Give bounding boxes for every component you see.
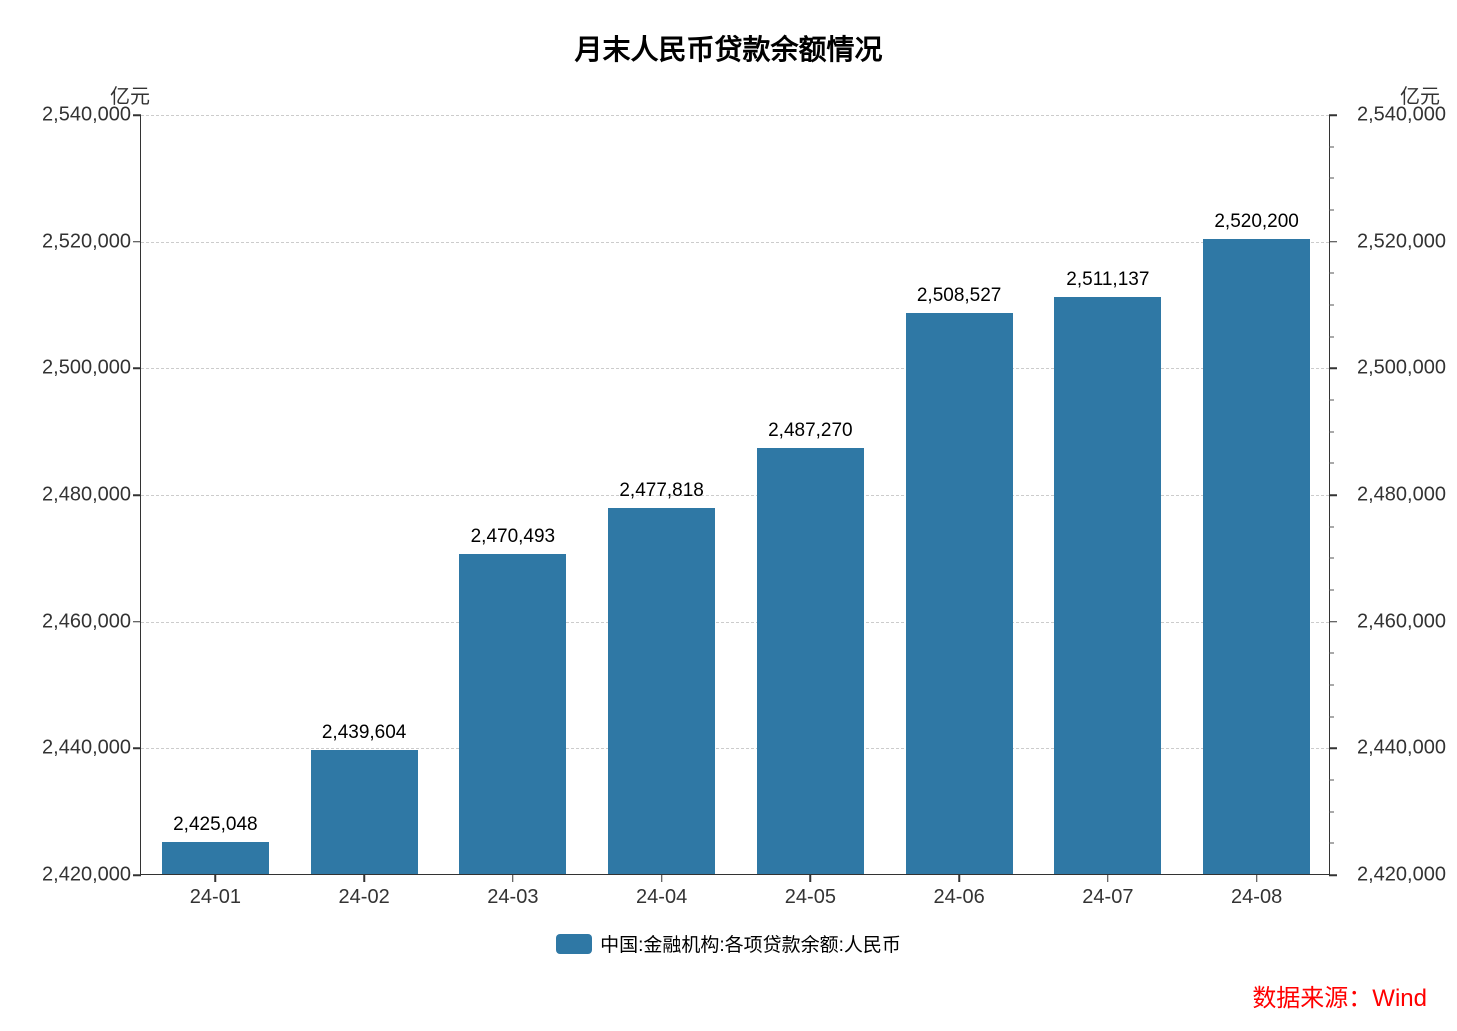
bar-value-label: 2,470,493 [471, 526, 556, 548]
bar: 2,425,048 [162, 842, 269, 874]
bar: 2,439,604 [311, 750, 418, 874]
y-tick-label-left: 2,500,000 [42, 357, 131, 380]
x-tick-label: 24-08 [1231, 886, 1282, 909]
y-minor-tick [1329, 716, 1334, 717]
data-source-label: 数据来源：Wind [1252, 978, 1427, 1013]
y-tick-mark [133, 494, 141, 496]
y-tick-label-left: 2,460,000 [42, 610, 131, 633]
grid-line [141, 115, 1329, 116]
bar: 2,508,527 [906, 313, 1013, 874]
y-tick-label-left: 2,480,000 [42, 484, 131, 507]
y-minor-tick [1329, 210, 1334, 211]
bar-value-label: 2,511,137 [1066, 269, 1149, 291]
y-minor-tick [1329, 811, 1334, 812]
bar: 2,487,270 [757, 448, 864, 874]
y-minor-tick [1329, 653, 1334, 654]
y-tick-label-right: 2,480,000 [1357, 484, 1446, 507]
y-minor-tick [1329, 305, 1334, 306]
y-tick-mark [1329, 874, 1337, 876]
y-tick-mark [1329, 621, 1337, 623]
y-tick-mark [1329, 494, 1337, 496]
bar: 2,477,818 [608, 508, 715, 874]
chart-container: 月末人民币贷款余额情况 亿元 亿元 2,420,0002,420,0002,44… [0, 0, 1457, 1031]
bar-value-label: 2,487,270 [768, 420, 853, 442]
x-tick-label: 24-01 [190, 886, 241, 909]
x-tick-label: 24-03 [487, 886, 538, 909]
bar-value-label: 2,520,200 [1214, 211, 1299, 233]
y-tick-label-left: 2,440,000 [42, 737, 131, 760]
legend: 中国:金融机构:各项贷款余额:人民币 [0, 930, 1457, 960]
bar: 2,520,200 [1203, 239, 1310, 874]
x-tick-mark [810, 874, 812, 882]
y-tick-label-left: 2,540,000 [42, 104, 131, 127]
x-tick-label: 24-05 [785, 886, 836, 909]
y-tick-mark [133, 748, 141, 750]
x-tick-mark [512, 874, 514, 882]
y-tick-mark [133, 241, 141, 243]
y-tick-label-right: 2,540,000 [1357, 104, 1446, 127]
x-tick-mark [363, 874, 365, 882]
plot-area: 2,420,0002,420,0002,440,0002,440,0002,46… [140, 115, 1330, 875]
y-tick-label-right: 2,500,000 [1357, 357, 1446, 380]
y-tick-label-left: 2,520,000 [42, 230, 131, 253]
x-tick-mark [1256, 874, 1258, 882]
legend-swatch [556, 934, 592, 954]
y-minor-tick [1329, 780, 1334, 781]
x-tick-mark [215, 874, 217, 882]
x-tick-mark [1107, 874, 1109, 882]
bar: 2,511,137 [1054, 297, 1161, 874]
y-tick-mark [1329, 114, 1337, 116]
legend-item: 中国:金融机构:各项贷款余额:人民币 [556, 930, 901, 957]
bar-value-label: 2,425,048 [173, 814, 258, 836]
y-minor-tick [1329, 273, 1334, 274]
y-minor-tick [1329, 431, 1334, 432]
y-tick-mark [133, 368, 141, 370]
y-tick-label-right: 2,440,000 [1357, 737, 1446, 760]
chart-title: 月末人民币贷款余额情况 [0, 28, 1457, 68]
y-minor-tick [1329, 590, 1334, 591]
x-tick-label: 24-02 [339, 886, 390, 909]
bar-value-label: 2,439,604 [322, 722, 407, 744]
y-minor-tick [1329, 336, 1334, 337]
y-minor-tick [1329, 400, 1334, 401]
y-minor-tick [1329, 526, 1334, 527]
y-tick-mark [133, 874, 141, 876]
bar-value-label: 2,508,527 [917, 285, 1002, 307]
y-minor-tick [1329, 558, 1334, 559]
y-tick-mark [1329, 368, 1337, 370]
y-tick-mark [1329, 748, 1337, 750]
y-minor-tick [1329, 146, 1334, 147]
legend-label: 中国:金融机构:各项贷款余额:人民币 [600, 930, 901, 957]
y-tick-mark [1329, 241, 1337, 243]
y-minor-tick [1329, 178, 1334, 179]
y-minor-tick [1329, 843, 1334, 844]
x-tick-mark [958, 874, 960, 882]
y-tick-label-left: 2,420,000 [42, 864, 131, 887]
x-tick-label: 24-06 [934, 886, 985, 909]
y-minor-tick [1329, 685, 1334, 686]
x-tick-label: 24-04 [636, 886, 687, 909]
y-minor-tick [1329, 463, 1334, 464]
y-tick-label-right: 2,420,000 [1357, 864, 1446, 887]
bar: 2,470,493 [459, 554, 566, 874]
y-tick-label-right: 2,520,000 [1357, 230, 1446, 253]
x-tick-label: 24-07 [1082, 886, 1133, 909]
grid-line [141, 242, 1329, 243]
y-tick-mark [133, 114, 141, 116]
bar-value-label: 2,477,818 [619, 480, 704, 502]
y-tick-label-right: 2,460,000 [1357, 610, 1446, 633]
x-tick-mark [661, 874, 663, 882]
y-tick-mark [133, 621, 141, 623]
